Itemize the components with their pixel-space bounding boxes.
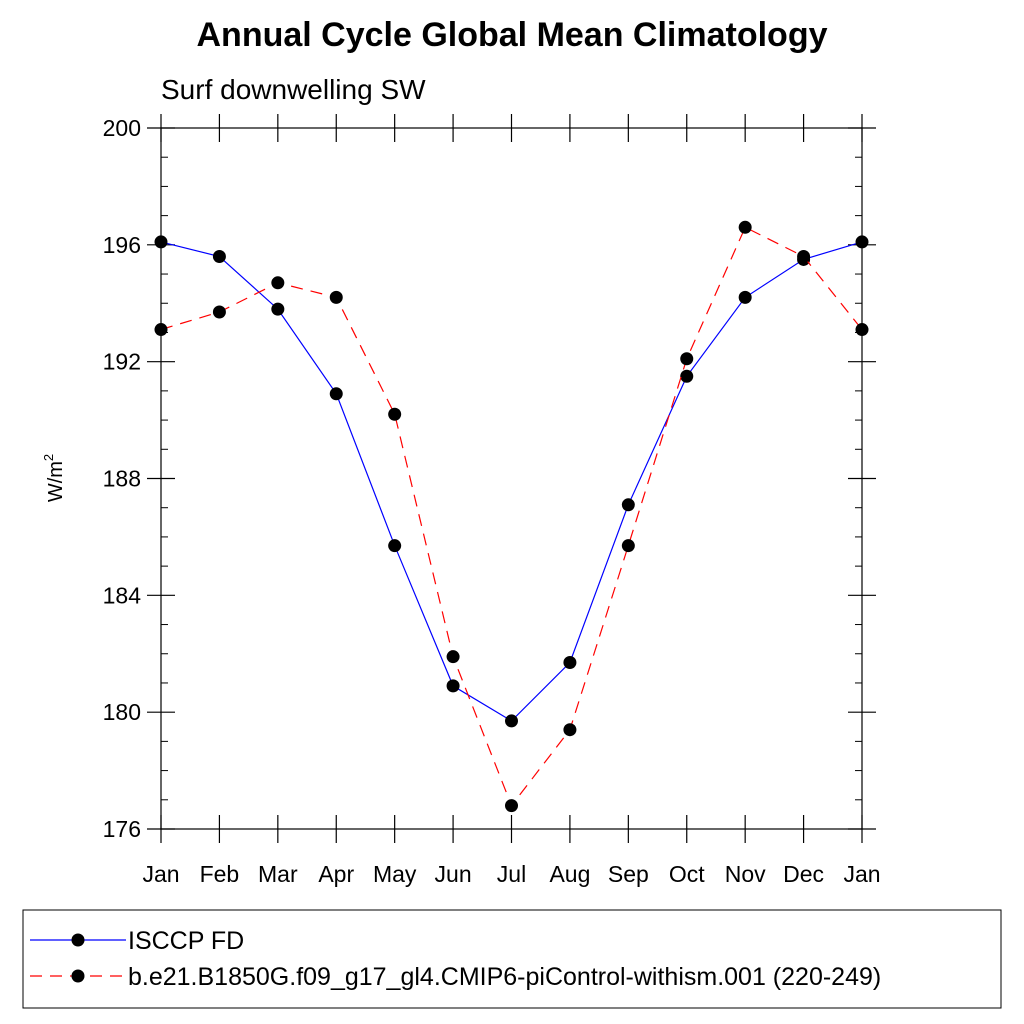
series-1-point — [271, 302, 285, 316]
chart-subtitle: Surf downwelling SW — [161, 74, 426, 105]
series-1-point — [563, 656, 577, 670]
series-2-point — [621, 539, 635, 553]
y-axis-label-sup: 2 — [41, 454, 56, 461]
legend-box — [22, 909, 1002, 1009]
x-tick-label: Jun — [435, 861, 472, 887]
series-2-point — [154, 323, 168, 337]
y-tick-label: 188 — [103, 466, 141, 492]
series-2-point — [738, 220, 752, 234]
series-1-point — [154, 235, 168, 249]
series-1-point — [329, 387, 343, 401]
y-tick-label: 192 — [103, 349, 141, 375]
x-tick-label: Jan — [142, 861, 179, 887]
x-tick-label: Oct — [669, 861, 705, 887]
legend-marker-2 — [71, 969, 85, 983]
legend: ISCCP FD b.e21.B1850G.f09_g17_gl4.CMIP6-p… — [30, 927, 881, 991]
chart-title: Annual Cycle Global Mean Climatology — [197, 16, 828, 54]
series-1-point — [621, 498, 635, 512]
x-tick-label: Jan — [843, 861, 880, 887]
labels-layer: 176 180 184 188 192 196 200 Jan Feb Mar Apr May Jun J… — [103, 115, 881, 887]
series-1-point — [388, 539, 402, 553]
legend-marker-1 — [71, 933, 85, 947]
series-2-point — [271, 276, 285, 290]
x-tick-label: Apr — [318, 861, 354, 887]
ticks-layer — [147, 114, 876, 843]
y-tick-label: 200 — [103, 115, 141, 141]
series-1-point — [738, 290, 752, 304]
y-tick-label: 180 — [103, 699, 141, 725]
series-1-point — [855, 235, 869, 249]
series-2-point — [855, 323, 869, 337]
legend-label-2: b.e21.B1850G.f09_g17_gl4.CMIP6-piControl… — [128, 963, 881, 991]
series-1-point — [446, 679, 460, 693]
x-tick-label: May — [373, 861, 417, 887]
series-2-point — [797, 250, 811, 264]
series-1-point — [505, 714, 518, 728]
y-tick-label: 184 — [103, 582, 142, 608]
series-2-point — [505, 799, 518, 813]
series-2-point — [446, 650, 460, 664]
series-1-point — [212, 250, 226, 264]
x-tick-label: Aug — [549, 861, 590, 887]
series-1-point — [680, 369, 694, 383]
series-2-point — [388, 407, 402, 421]
x-tick-label: Feb — [200, 861, 240, 887]
y-axis-label-base: W/m — [45, 461, 67, 502]
x-tick-label: Dec — [783, 861, 824, 887]
y-axis-label: W/m2 — [41, 454, 67, 502]
series-2-point — [329, 290, 343, 304]
x-tick-label: Mar — [258, 861, 298, 887]
y-tick-label: 196 — [103, 232, 141, 258]
y-tick-label: 176 — [103, 816, 141, 842]
x-tick-label: Nov — [725, 861, 766, 887]
series-2-point — [680, 352, 694, 366]
legend-label-1: ISCCP FD — [128, 927, 244, 955]
series-layer — [154, 220, 869, 813]
series-2-point — [212, 305, 226, 319]
series-2-point — [563, 723, 577, 737]
series-line-1 — [160, 241, 863, 722]
x-tick-label: Jul — [497, 861, 526, 887]
x-tick-label: Sep — [608, 861, 649, 887]
